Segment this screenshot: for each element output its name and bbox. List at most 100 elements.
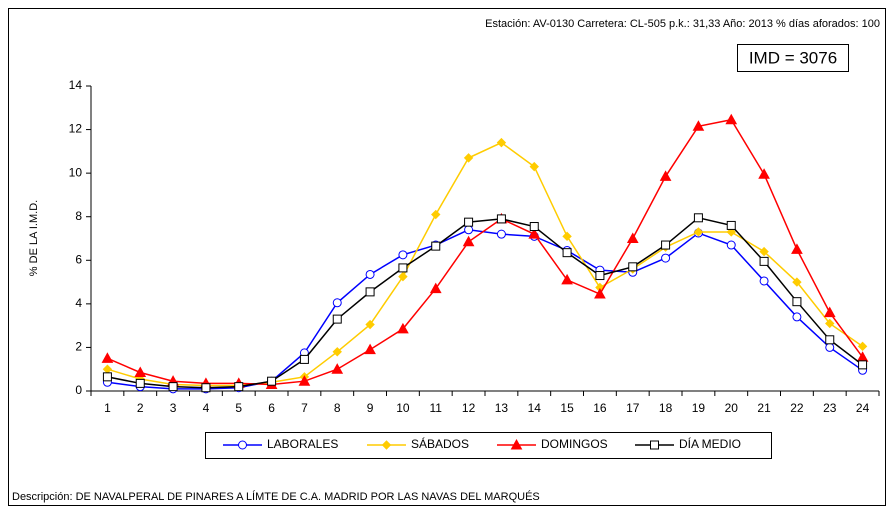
marker — [332, 298, 342, 308]
marker — [463, 153, 474, 163]
series-line — [107, 118, 864, 386]
marker — [628, 262, 638, 272]
marker — [431, 241, 441, 251]
y-tick-label: 4 — [75, 296, 82, 310]
marker — [398, 263, 408, 273]
x-tick-label: 23 — [823, 401, 837, 415]
legend-label: DOMINGOS — [541, 437, 608, 451]
marker — [102, 372, 112, 382]
marker — [529, 161, 539, 172]
marker — [692, 120, 705, 131]
legend-box — [205, 432, 772, 459]
marker — [857, 341, 868, 352]
marker — [726, 227, 736, 237]
marker — [398, 271, 408, 282]
x-tick-label: 24 — [856, 401, 870, 415]
x-tick-label: 21 — [757, 401, 771, 415]
chart-frame — [8, 8, 886, 506]
y-axis-label: % DE LA I.M.D. — [28, 200, 40, 276]
y-tick-label: 14 — [69, 78, 83, 92]
marker — [431, 209, 441, 220]
marker — [726, 220, 736, 230]
marker — [594, 288, 606, 299]
imd-label: IMD = 3076 — [749, 48, 837, 67]
x-tick-label: 16 — [593, 401, 607, 415]
marker — [528, 228, 541, 239]
x-tick-label: 3 — [170, 401, 177, 415]
y-tick-label: 8 — [75, 209, 82, 223]
marker — [758, 168, 770, 179]
marker — [462, 235, 475, 247]
marker — [825, 318, 835, 329]
marker — [858, 360, 868, 370]
marker — [234, 382, 244, 392]
x-tick-label: 12 — [462, 401, 476, 415]
x-tick-label: 5 — [235, 401, 242, 415]
marker — [464, 217, 474, 227]
x-tick-label: 18 — [659, 401, 673, 415]
x-tick-label: 14 — [528, 401, 542, 415]
marker — [661, 240, 671, 250]
marker — [168, 382, 178, 392]
marker — [365, 287, 375, 297]
imd-box — [737, 44, 849, 72]
marker — [561, 273, 573, 285]
marker — [759, 256, 769, 266]
legend-label: SÁBADOS — [411, 436, 469, 451]
series-line — [107, 229, 864, 390]
x-tick-label: 15 — [560, 401, 574, 415]
marker — [562, 248, 572, 258]
marker — [725, 113, 738, 125]
marker — [365, 319, 375, 330]
marker — [134, 366, 147, 377]
marker — [398, 250, 408, 260]
marker — [595, 271, 605, 281]
marker — [510, 438, 523, 450]
marker — [693, 227, 704, 237]
x-tick-label: 13 — [495, 401, 509, 415]
y-tick-label: 10 — [69, 165, 83, 179]
marker — [792, 297, 802, 307]
marker — [759, 276, 769, 286]
marker — [332, 314, 342, 324]
marker — [496, 214, 506, 224]
marker — [299, 354, 309, 364]
legend-label: LABORALES — [267, 437, 338, 451]
marker — [825, 342, 835, 352]
x-tick-label: 2 — [137, 401, 144, 415]
marker — [823, 306, 836, 318]
marker — [397, 322, 409, 334]
marker — [331, 363, 344, 374]
marker — [332, 347, 342, 357]
y-tick-label: 0 — [75, 383, 82, 397]
marker — [626, 232, 639, 243]
marker — [825, 335, 835, 345]
marker — [759, 246, 769, 257]
x-tick-label: 8 — [334, 401, 341, 415]
marker — [101, 352, 114, 363]
x-tick-label: 17 — [626, 401, 640, 415]
marker — [659, 170, 672, 181]
marker — [135, 378, 145, 388]
y-tick-label: 2 — [75, 340, 82, 354]
marker — [381, 440, 392, 450]
y-tick-label: 12 — [69, 122, 83, 136]
x-tick-label: 1 — [104, 401, 111, 415]
x-tick-label: 10 — [396, 401, 410, 415]
x-tick-label: 22 — [790, 401, 804, 415]
x-tick-label: 6 — [268, 401, 275, 415]
marker — [298, 375, 311, 386]
description: Descripción: DE NAVALPERAL DE PINARES A … — [12, 490, 540, 503]
marker — [693, 213, 703, 223]
marker — [429, 282, 442, 294]
marker — [267, 376, 277, 386]
marker — [529, 222, 539, 232]
marker — [238, 440, 247, 450]
x-tick-label: 11 — [430, 401, 443, 415]
header-info: Estación: AV-0130 Carretera: CL-505 p.k.… — [485, 18, 880, 30]
series-line — [107, 216, 864, 389]
x-tick-label: 9 — [367, 401, 374, 415]
marker — [791, 243, 803, 254]
marker — [496, 229, 506, 239]
